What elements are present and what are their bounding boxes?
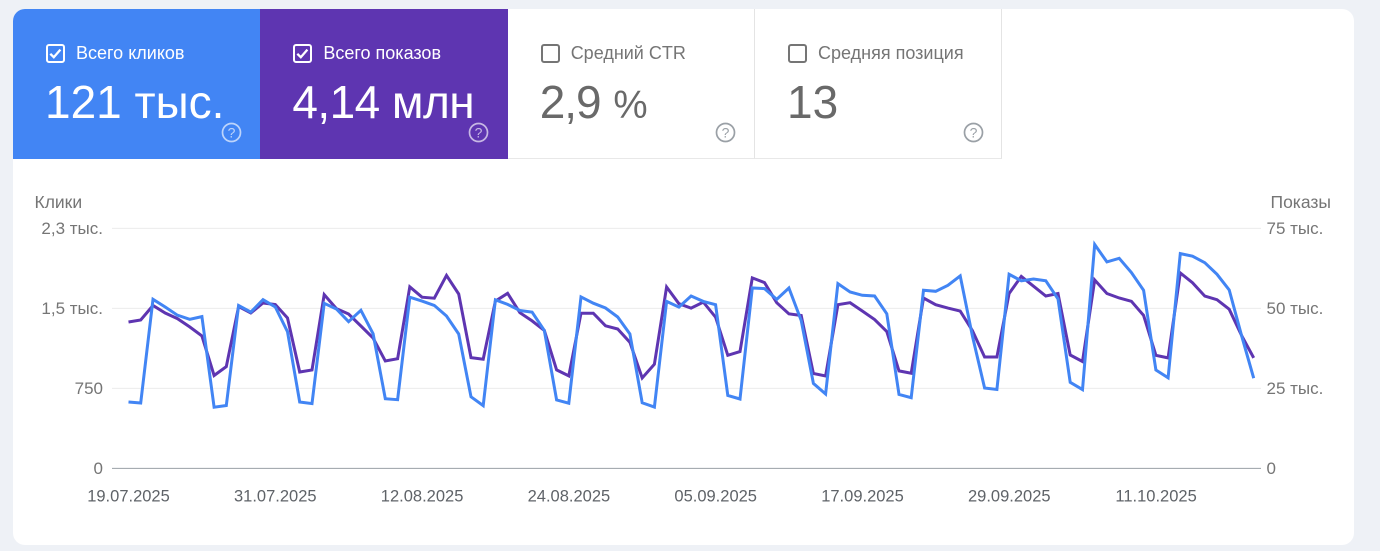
svg-text:?: ? bbox=[227, 124, 235, 140]
svg-text:1,5 тыс.: 1,5 тыс. bbox=[41, 299, 103, 318]
svg-text:50 тыс.: 50 тыс. bbox=[1267, 299, 1324, 318]
svg-text:24.08.2025: 24.08.2025 bbox=[528, 488, 611, 506]
svg-text:?: ? bbox=[969, 124, 977, 140]
svg-text:750: 750 bbox=[75, 379, 103, 398]
svg-text:29.09.2025: 29.09.2025 bbox=[968, 488, 1051, 506]
svg-text:11.10.2025: 11.10.2025 bbox=[1115, 488, 1196, 506]
svg-text:Клики: Клики bbox=[35, 192, 83, 212]
svg-text:31.07.2025: 31.07.2025 bbox=[234, 488, 317, 506]
svg-text:25 тыс.: 25 тыс. bbox=[1267, 379, 1324, 398]
svg-text:12.08.2025: 12.08.2025 bbox=[381, 488, 464, 506]
svg-text:0: 0 bbox=[1267, 459, 1276, 478]
svg-text:75 тыс.: 75 тыс. bbox=[1267, 219, 1324, 238]
svg-text:19.07.2025: 19.07.2025 bbox=[87, 488, 170, 506]
svg-text:?: ? bbox=[722, 124, 730, 140]
svg-text:05.09.2025: 05.09.2025 bbox=[674, 488, 757, 506]
svg-text:2,3 тыс.: 2,3 тыс. bbox=[41, 219, 103, 238]
svg-text:?: ? bbox=[475, 124, 483, 140]
svg-text:17.09.2025: 17.09.2025 bbox=[821, 488, 904, 506]
svg-text:Показы: Показы bbox=[1271, 192, 1332, 212]
svg-text:0: 0 bbox=[94, 459, 103, 478]
